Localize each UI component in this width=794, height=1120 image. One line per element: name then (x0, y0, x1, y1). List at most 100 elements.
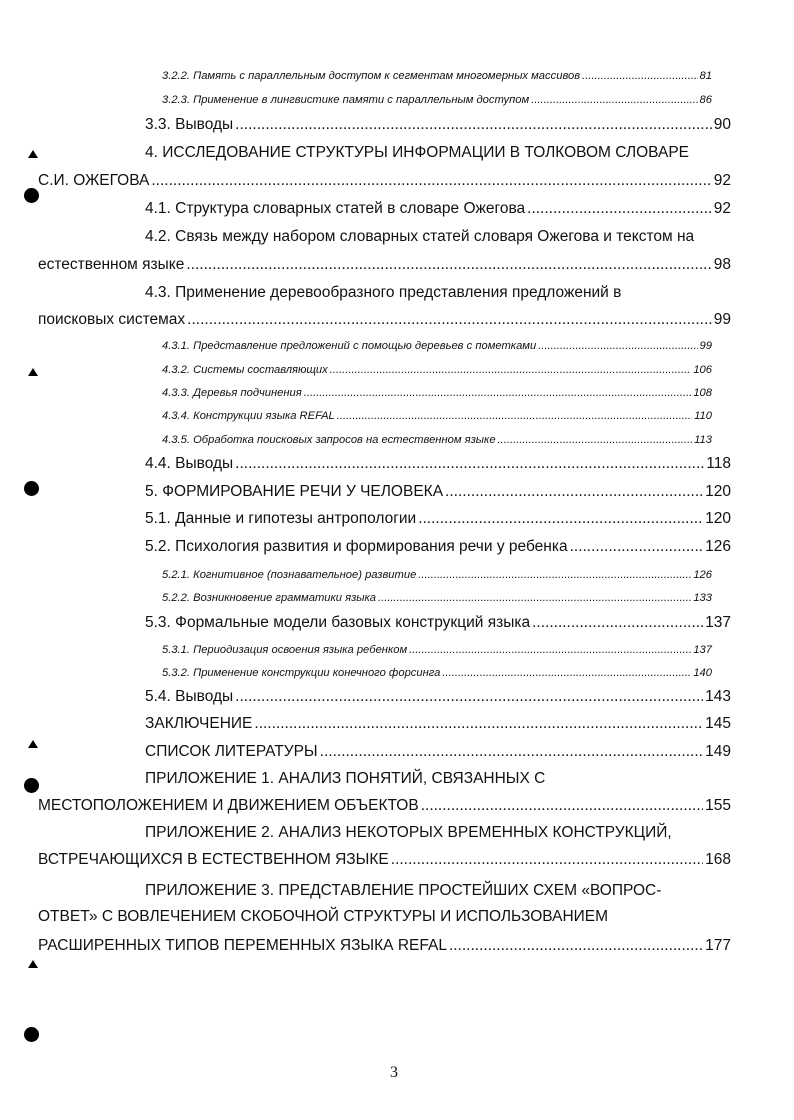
toc-entry: 3.2.3. Применение в лингвистике памяти с… (162, 94, 712, 106)
dot-leader (254, 715, 703, 733)
dot-leader (449, 937, 703, 955)
toc-entry-title: 3.3. Выводы (145, 116, 234, 133)
toc-entry-title: 5.2.1. Когнитивное (познавательное) разв… (162, 569, 417, 581)
punch-hole-dot (24, 481, 39, 496)
toc-entry-page: 98 (713, 256, 731, 273)
toc-entry-title: естественном языке (38, 256, 185, 273)
toc-entry-page: 137 (705, 614, 731, 631)
toc-entry-continuation: естественном языке 98 (38, 256, 731, 274)
punch-hole-dot (24, 778, 39, 793)
page-number: 3 (390, 1064, 398, 1081)
toc-entry: 4.1. Структура словарных статей в словар… (145, 200, 731, 218)
toc-entry-continuation: С.И. ОЖЕГОВА 92 (38, 172, 731, 190)
scan-mark (28, 368, 38, 376)
toc-entry: 3.3. Выводы 90 (145, 116, 731, 134)
toc-entry-page: 106 (693, 364, 712, 376)
toc-entry-title: 5. ФОРМИРОВАНИЕ РЕЧИ У ЧЕЛОВЕКА (145, 483, 444, 500)
dot-leader (409, 644, 691, 656)
toc-entry: 5.2. Психология развития и формирования … (145, 538, 731, 556)
toc-entry: 5.4. Выводы 143 (145, 688, 731, 706)
toc-entry-page: 126 (693, 569, 712, 581)
toc-entry: 5.3.1. Периодизация освоения языка ребен… (162, 644, 712, 656)
toc-entry-page: 143 (705, 688, 731, 705)
dot-leader (391, 851, 703, 869)
toc-entry-title: 4.2. Связь между набором словарных стате… (145, 228, 695, 245)
toc-entry-title: ПРИЛОЖЕНИЕ 1. АНАЛИЗ ПОНЯТИЙ, СВЯЗАННЫХ … (145, 770, 546, 787)
toc-entry-page: 92 (713, 200, 731, 217)
toc-entry-title: 5.2.2. Возникновение грамматики языка (162, 592, 377, 604)
toc-entry: 3.2.2. Память с параллельным доступом к … (162, 70, 712, 82)
dot-leader (445, 483, 703, 501)
toc-entry-title: 4.4. Выводы (145, 455, 234, 472)
dot-leader (235, 688, 703, 706)
toc-entry-page: 126 (705, 538, 731, 555)
toc-entry-page: 137 (693, 644, 712, 656)
scan-mark (28, 960, 38, 968)
toc-entry-page: 110 (694, 410, 712, 422)
toc-entry: 5.1. Данные и гипотезы антропологии 120 (145, 510, 731, 528)
toc-entry-page: 120 (705, 510, 731, 527)
toc-entry-title: поисковых системах (38, 311, 186, 328)
toc-entry: 4.4. Выводы 118 (145, 455, 731, 473)
dot-leader (235, 455, 704, 473)
dot-leader (304, 387, 692, 399)
toc-entry: 4.3. Применение деревообразного представ… (145, 284, 731, 302)
toc-entry-title: 5.3. Формальные модели базовых конструкц… (145, 614, 531, 631)
dot-leader (582, 70, 697, 82)
dot-leader (538, 340, 697, 352)
toc-entry-title: 4.3.2. Системы составляющих (162, 364, 328, 376)
toc-entry-page: 145 (705, 715, 731, 732)
toc-entry-title: 5.4. Выводы (145, 688, 234, 705)
toc-entry-page: 168 (705, 851, 731, 868)
toc-entry-page: 118 (706, 455, 731, 472)
toc-entry-page: 86 (699, 94, 712, 106)
toc-entry-continuation: РАСШИРЕННЫХ ТИПОВ ПЕРЕМЕННЫХ ЯЗЫКА REFAL… (38, 937, 731, 955)
scan-mark (28, 740, 38, 748)
toc-entry: 4.3.4. Конструкции языка REFAL 110 (162, 410, 712, 422)
toc-entry-title: 4.3.4. Конструкции языка REFAL (162, 410, 335, 422)
toc-entry-title: ПРИЛОЖЕНИЕ 2. АНАЛИЗ НЕКОТОРЫХ ВРЕМЕННЫХ… (145, 824, 672, 841)
toc-entry-title: 3.2.2. Память с параллельным доступом к … (162, 70, 581, 82)
toc-entry-page: 99 (699, 340, 712, 352)
dot-leader (442, 667, 691, 679)
toc-entry-title: 5.3.2. Применение конструкции конечного … (162, 667, 441, 679)
toc-entry-title: ОТВЕТ» С ВОВЛЕЧЕНИЕМ СКОБОЧНОЙ СТРУКТУРЫ… (38, 908, 609, 925)
toc-entry-title: 3.2.3. Применение в лингвистике памяти с… (162, 94, 530, 106)
toc-entry-page: 177 (705, 937, 731, 954)
dot-leader (418, 569, 691, 581)
toc-entry: 5.2.2. Возникновение грамматики языка 133 (162, 592, 712, 604)
dot-leader (570, 538, 704, 556)
toc-entry-continuation: ВСТРЕЧАЮЩИХСЯ В ЕСТЕСТВЕННОМ ЯЗЫКЕ 168 (38, 851, 731, 869)
dot-leader (421, 797, 703, 815)
dot-leader (320, 743, 703, 761)
toc-entry-page: 149 (705, 743, 731, 760)
dot-leader (531, 94, 697, 106)
toc-entry: 4.3.3. Деревья подчинения 108 (162, 387, 712, 399)
dot-leader (235, 116, 712, 134)
toc-entry-title: СПИСОК ЛИТЕРАТУРЫ (145, 743, 318, 760)
dot-leader (186, 256, 711, 274)
toc-entry: 4.3.1. Представление предложений с помощ… (162, 340, 712, 352)
dot-leader (418, 510, 703, 528)
toc-entry-page: 120 (705, 483, 731, 500)
toc-entry: ПРИЛОЖЕНИЕ 3. ПРЕДСТАВЛЕНИЕ ПРОСТЕЙШИХ С… (145, 882, 731, 900)
dot-leader (337, 410, 692, 422)
punch-hole-dot (24, 188, 39, 203)
toc-entry: 5. ФОРМИРОВАНИЕ РЕЧИ У ЧЕЛОВЕКА 120 (145, 483, 731, 501)
toc-entry-title: 5.3.1. Периодизация освоения языка ребен… (162, 644, 408, 656)
toc-entry-continuation: поисковых системах 99 (38, 311, 731, 329)
toc-entry-page: 81 (699, 70, 712, 82)
toc-entry: 4.2. Связь между набором словарных стате… (145, 228, 731, 246)
toc-entry-title: 4.1. Структура словарных статей в словар… (145, 200, 526, 217)
toc-entry-page: 133 (693, 592, 712, 604)
dot-leader (330, 364, 692, 376)
toc-entry: 5.3.2. Применение конструкции конечного … (162, 667, 712, 679)
dot-leader (527, 200, 712, 218)
toc-entry-title: РАСШИРЕННЫХ ТИПОВ ПЕРЕМЕННЫХ ЯЗЫКА REFAL (38, 937, 447, 954)
toc-entry-title: МЕСТОПОЛОЖЕНИЕМ И ДВИЖЕНИЕМ ОБЪЕКТОВ (38, 797, 419, 814)
toc-entry: ПРИЛОЖЕНИЕ 2. АНАЛИЗ НЕКОТОРЫХ ВРЕМЕННЫХ… (145, 824, 731, 842)
toc-entry-page: 108 (693, 387, 712, 399)
toc-entry-page: 155 (705, 797, 731, 814)
scan-mark (28, 150, 38, 158)
